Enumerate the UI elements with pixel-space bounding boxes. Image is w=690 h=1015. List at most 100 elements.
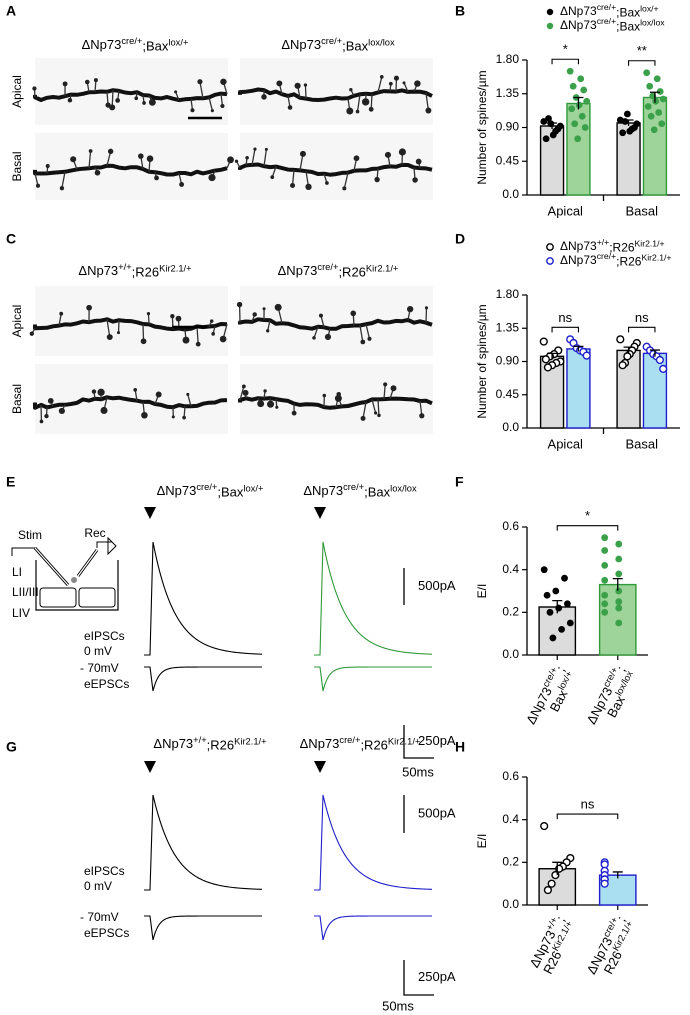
genotype-label-part: ;R26 xyxy=(360,738,387,753)
electrode xyxy=(34,547,69,586)
genotype-label-part: ΔNp73 xyxy=(78,263,118,278)
spine-head xyxy=(59,311,64,316)
spine-head xyxy=(32,86,37,91)
y-tick-label: 1.80 xyxy=(496,52,520,66)
dendrite xyxy=(33,163,228,177)
legend-label-part: ΔNp73 xyxy=(560,253,597,267)
spine-head xyxy=(146,311,151,316)
spine-head xyxy=(197,79,203,85)
x-tick-label-part: ; xyxy=(553,914,568,924)
spine-head xyxy=(39,419,44,424)
data-point xyxy=(615,587,623,595)
y-tick-label: 0.90 xyxy=(496,120,520,134)
legend-label-part: ;R26 xyxy=(609,241,635,255)
spine-head xyxy=(220,78,227,85)
trace-label: eIPSCs xyxy=(84,629,125,643)
spine-head xyxy=(263,389,267,393)
spine-head xyxy=(275,405,279,409)
data-point xyxy=(582,351,591,360)
spine xyxy=(365,324,371,339)
dendrite xyxy=(238,317,433,331)
spine-head xyxy=(182,336,190,344)
schematic-label: Rec xyxy=(84,526,105,540)
schematic-label: Stim xyxy=(18,528,42,542)
spine-head xyxy=(303,83,308,87)
spine-head xyxy=(355,109,360,114)
significance-label: ns xyxy=(635,310,649,325)
error-bar xyxy=(623,346,634,354)
genotype-label: ΔNp73cre/+;Baxlox/+ xyxy=(157,482,264,500)
spine-head xyxy=(367,336,372,341)
spine-head xyxy=(47,398,54,404)
spine-head xyxy=(346,107,354,115)
spine xyxy=(359,325,364,343)
scale-bar xyxy=(403,725,434,759)
scale-label: 500pA xyxy=(418,805,456,820)
y-tick-label: 0.2 xyxy=(502,855,519,869)
legend-label-part: ΔNp73 xyxy=(560,18,597,32)
layer-box xyxy=(78,587,116,608)
schematic-label: LI xyxy=(12,565,22,579)
trace-label: - 70mV xyxy=(80,661,119,675)
data-point xyxy=(574,135,582,143)
spine-head xyxy=(109,104,116,111)
data-point xyxy=(655,109,663,116)
genotype-label-part: ΔNp73 xyxy=(157,483,197,498)
legend-label: ΔNp73cre/+;R26Kir2.1/+ xyxy=(560,251,671,268)
spine-head xyxy=(349,88,353,92)
spine-head xyxy=(374,411,378,415)
spine xyxy=(199,81,204,99)
data-point xyxy=(619,129,627,137)
spine-head xyxy=(91,389,97,394)
current-trace xyxy=(144,915,262,941)
row-label: Basal xyxy=(10,151,24,181)
legend-label-part: Kir2.1/+ xyxy=(635,239,665,249)
electrode xyxy=(77,549,98,577)
genotype-label-part: +/+ xyxy=(118,262,132,272)
genotype-label-part: Kir2.1/+ xyxy=(159,264,191,274)
spine xyxy=(187,394,192,407)
data-point xyxy=(564,600,571,608)
spine xyxy=(343,172,349,189)
spine xyxy=(147,313,150,325)
spine-head xyxy=(257,400,265,408)
data-point xyxy=(561,574,568,582)
data-point xyxy=(578,112,586,120)
current-trace xyxy=(314,666,432,692)
spine-head xyxy=(322,393,327,398)
spine xyxy=(291,169,295,186)
spine-head xyxy=(294,82,301,89)
genotype-label-part: ;R26 xyxy=(207,738,234,753)
spine-head xyxy=(186,392,190,396)
spine-head xyxy=(210,109,214,113)
spine-head xyxy=(44,413,49,419)
data-point xyxy=(623,110,631,118)
data-point xyxy=(615,604,623,612)
spine-head xyxy=(70,156,77,163)
spine xyxy=(196,326,199,345)
current-trace xyxy=(314,915,432,941)
spine xyxy=(370,94,373,110)
spine-head xyxy=(252,312,257,317)
y-axis-title: E/I xyxy=(475,834,489,849)
spine-head xyxy=(209,319,214,323)
trace-label: eEPSCs xyxy=(84,926,129,940)
current-trace xyxy=(314,541,433,656)
legend-label-part: cre/+ xyxy=(597,251,616,261)
spine-head xyxy=(325,181,329,185)
y-tick-label: 0.6 xyxy=(502,519,519,533)
genotype-label-part: ΔNp73 xyxy=(300,736,340,751)
spine-head xyxy=(274,303,282,311)
data-point xyxy=(659,364,668,373)
spine-head xyxy=(318,313,323,318)
spine-head xyxy=(360,339,366,345)
current-trace xyxy=(314,794,433,891)
x-tick-label: Apical xyxy=(548,203,584,218)
spine xyxy=(362,401,367,419)
x-tick-label-group: ΔNp73cre/+;R26Kir2.1/+ xyxy=(584,914,635,977)
data-point xyxy=(540,566,548,574)
spine xyxy=(88,150,92,169)
y-tick-label: 0.2 xyxy=(502,605,519,619)
spine-head xyxy=(262,307,266,311)
data-point xyxy=(549,634,557,642)
